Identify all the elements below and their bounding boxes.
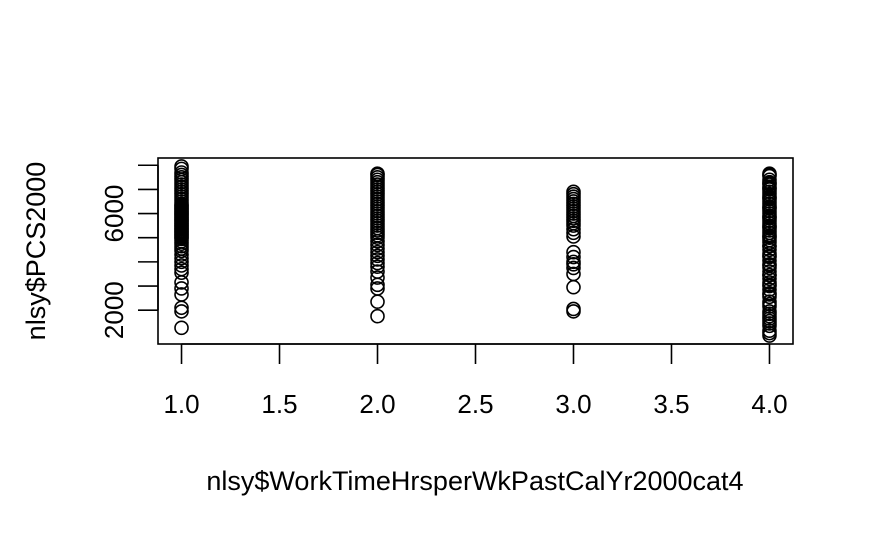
plot-frame xyxy=(157,157,794,345)
data-point xyxy=(174,265,189,281)
data-points xyxy=(174,159,777,343)
x-tick-label: 3.5 xyxy=(653,389,689,419)
data-point xyxy=(370,244,385,260)
x-tick-label: 4.0 xyxy=(751,389,787,419)
data-point xyxy=(370,264,385,279)
data-point xyxy=(174,250,189,266)
data-point xyxy=(762,325,777,341)
data-point xyxy=(762,229,777,244)
data-point xyxy=(762,282,777,297)
data-point xyxy=(762,253,777,268)
y-tick-label: 2000 xyxy=(99,281,129,339)
data-point xyxy=(762,248,777,264)
data-point xyxy=(762,238,777,254)
x-axis: 1.0 1.5 2.0 2.5 3.0 3.5 4.0 xyxy=(163,343,788,419)
data-point xyxy=(566,266,581,282)
data-point xyxy=(762,180,777,196)
data-point xyxy=(174,159,189,174)
x-axis-title: nlsy$WorkTimeHrsperWkPastCalYr2000cat4 xyxy=(206,466,743,496)
data-point xyxy=(370,255,385,271)
data-point xyxy=(762,200,777,215)
x-tick-label: 2.0 xyxy=(359,389,395,419)
data-point xyxy=(370,167,385,183)
data-point xyxy=(762,316,777,331)
x-tick-label: 2.5 xyxy=(457,389,493,419)
data-point xyxy=(566,301,581,317)
data-point xyxy=(174,281,189,296)
data-point xyxy=(566,254,581,270)
x-tick-label: 1.5 xyxy=(261,389,297,419)
data-point xyxy=(566,260,581,276)
data-point xyxy=(566,249,581,265)
data-point xyxy=(370,237,385,253)
data-point xyxy=(174,165,189,180)
data-point xyxy=(566,279,581,295)
data-point xyxy=(370,294,385,310)
data-point xyxy=(762,209,777,225)
data-point xyxy=(566,225,581,241)
data-point xyxy=(762,258,777,273)
data-point xyxy=(174,320,189,336)
data-point xyxy=(174,287,189,302)
data-point xyxy=(370,308,385,324)
data-point xyxy=(174,258,189,273)
data-point xyxy=(762,176,777,191)
y-tick-label: 6000 xyxy=(99,185,129,243)
y-axis-title: nlsy$PCS2000 xyxy=(21,162,51,341)
y-axis: 2000 6000 xyxy=(99,164,159,339)
data-point xyxy=(762,311,777,326)
x-tick-label: 1.0 xyxy=(163,389,199,419)
data-point xyxy=(762,219,777,235)
data-point xyxy=(762,277,777,293)
data-point xyxy=(370,281,385,296)
data-point xyxy=(762,172,777,188)
data-point xyxy=(762,166,777,182)
data-point xyxy=(370,252,385,267)
data-point xyxy=(762,267,777,283)
data-point xyxy=(370,270,385,285)
data-point xyxy=(762,306,777,322)
data-point xyxy=(370,259,385,275)
data-point xyxy=(174,304,189,319)
data-point xyxy=(762,190,777,206)
data-point xyxy=(174,261,189,277)
data-point xyxy=(566,184,581,200)
data-point xyxy=(566,244,581,260)
data-point xyxy=(762,296,777,312)
x-tick-label: 3.0 xyxy=(555,389,591,419)
data-point xyxy=(762,287,777,302)
data-point xyxy=(370,248,385,264)
